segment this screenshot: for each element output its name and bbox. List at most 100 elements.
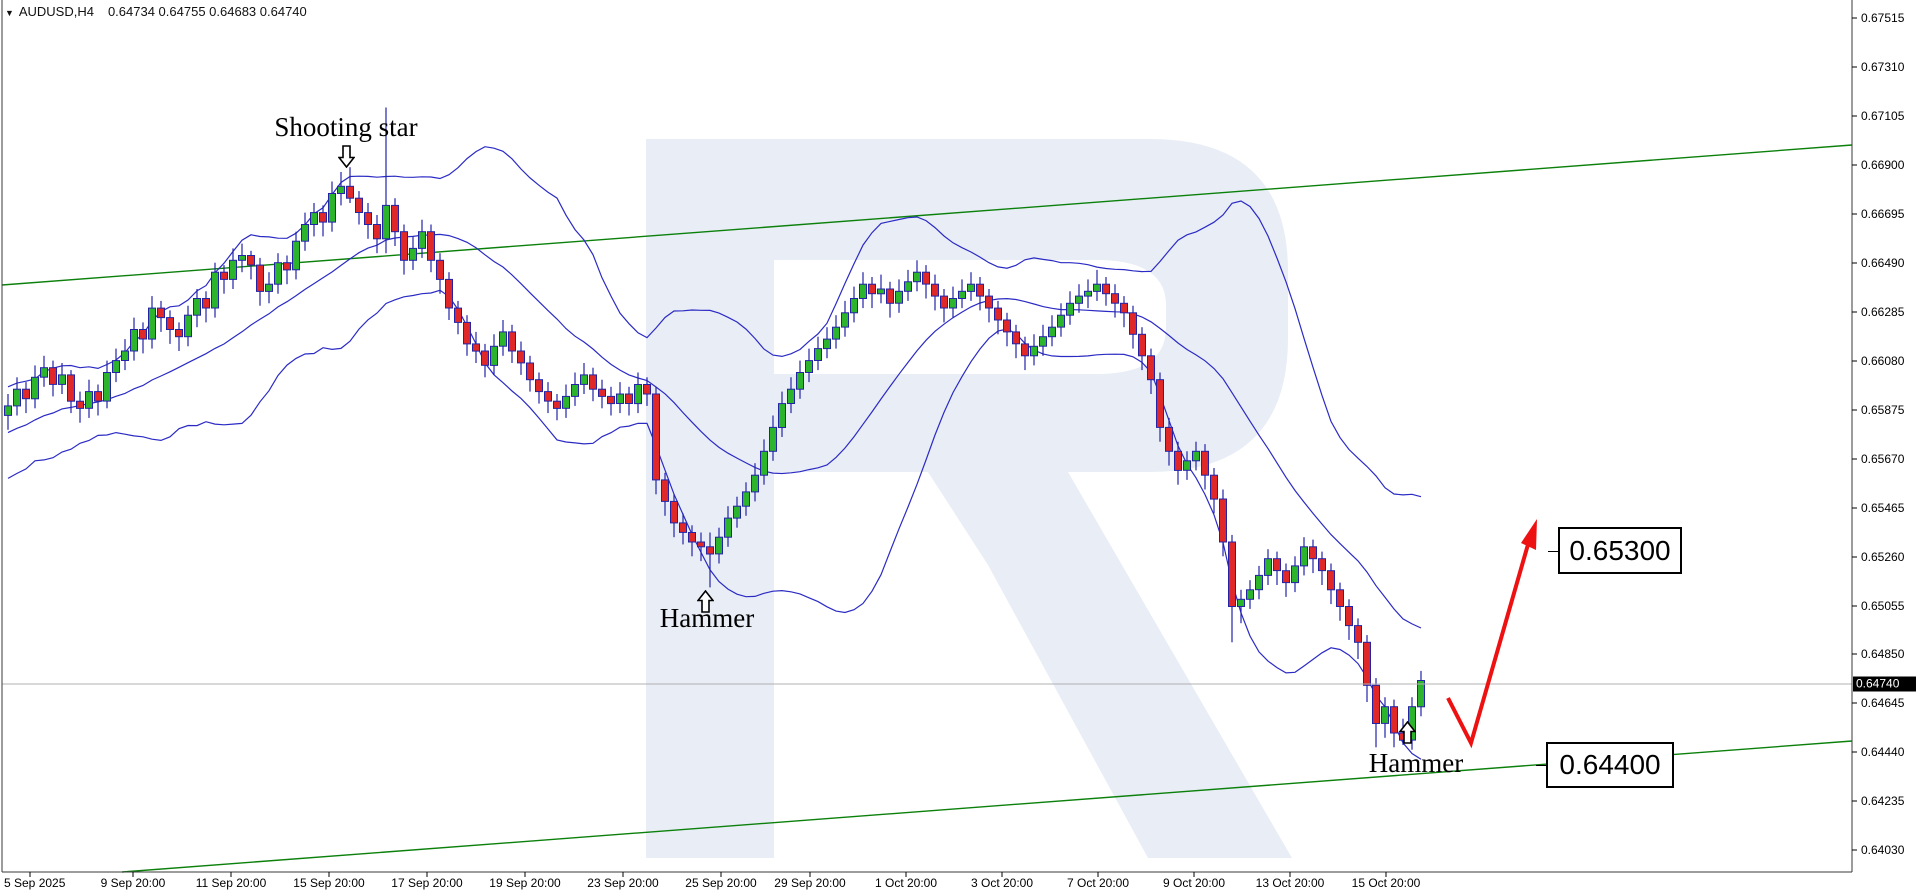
- candle-body-down: [670, 500, 678, 524]
- candle-body-down: [1102, 283, 1110, 295]
- candle-body-up: [121, 350, 129, 361]
- candle-body-down: [427, 231, 435, 261]
- candle-body-down: [202, 298, 210, 309]
- candle-body-down: [544, 391, 552, 402]
- candle-body-up: [409, 247, 417, 261]
- x-axis-label: 9 Sep 20:00: [100, 876, 166, 890]
- candle-body-down: [589, 374, 597, 390]
- watermark-letter-r: [646, 139, 1292, 858]
- y-axis-label: 0.66695: [1861, 207, 1905, 221]
- candle-body-up: [895, 290, 903, 304]
- candle-body-down: [76, 400, 84, 409]
- level-value: 0.64400: [1559, 749, 1661, 780]
- y-axis-label: 0.65055: [1861, 599, 1905, 613]
- y-axis-label: 0.66080: [1861, 354, 1905, 368]
- x-axis-label: 3 Oct 20:00: [970, 876, 1034, 890]
- candle-body-down: [391, 204, 399, 233]
- candle-body-down: [1147, 355, 1155, 381]
- candle-body-down: [643, 384, 651, 395]
- candle-body-down: [472, 343, 480, 352]
- candle-body-up: [1093, 283, 1101, 292]
- candle-body-down: [364, 212, 372, 226]
- candle-body-down: [139, 329, 147, 340]
- price-level-box-64400[interactable]: 0.64400: [1536, 742, 1674, 788]
- candle-body-up: [499, 331, 507, 347]
- candle-body-up: [805, 360, 813, 374]
- candle-body-down: [355, 197, 363, 213]
- candle-body-up: [787, 388, 795, 405]
- candle-body-down: [625, 393, 633, 404]
- candle-body-down: [1372, 684, 1380, 724]
- candle-body-up: [1300, 546, 1308, 567]
- candle-body-down: [400, 231, 408, 261]
- y-axis-label: 0.65875: [1861, 403, 1905, 417]
- red-projection-arrow[interactable]: [1446, 533, 1533, 749]
- red-arrow-head-icon: [1521, 519, 1537, 550]
- candle-body-up: [778, 403, 786, 429]
- bollinger-middle-band[interactable]: [7, 233, 1422, 629]
- hammer2-label[interactable]: Hammer: [1368, 748, 1464, 778]
- candle-body-down: [886, 288, 894, 304]
- candle-body-down: [508, 331, 516, 352]
- y-axis-label: 0.64645: [1861, 696, 1905, 710]
- candle-body-down: [283, 262, 291, 271]
- candle-body-up: [1381, 706, 1389, 724]
- candle-body-down: [166, 317, 174, 331]
- candle-body-up: [337, 185, 345, 195]
- candle-body-up: [13, 388, 21, 407]
- candle-body-down: [67, 374, 75, 402]
- candle-body-down: [1120, 302, 1128, 314]
- candle-body-up: [490, 345, 498, 366]
- candle-body-up: [949, 298, 957, 309]
- x-axis-label: 13 Oct 20:00: [1255, 876, 1325, 890]
- candle-body-down: [220, 271, 228, 280]
- candle-body-up: [193, 298, 201, 316]
- candle-body-down: [1174, 450, 1182, 471]
- candle-body-down: [1201, 450, 1209, 476]
- x-axis-label: 11 Sep 20:00: [195, 876, 267, 890]
- x-axis-label: 9 Oct 20:00: [1162, 876, 1226, 890]
- candle-body-down: [1327, 570, 1335, 591]
- candle-body-up: [1039, 336, 1047, 347]
- candle-body-down: [1138, 333, 1146, 357]
- candle-body-down: [1111, 293, 1119, 304]
- hammer1-up-arrow-icon[interactable]: [696, 589, 715, 613]
- candle-body-down: [1210, 474, 1218, 500]
- candle-body-up: [310, 212, 318, 226]
- bollinger-upper-band[interactable]: [7, 146, 1422, 498]
- y-axis-label: 0.65465: [1861, 501, 1905, 515]
- candle-body-down: [526, 362, 534, 381]
- x-axis-label: 15 Sep 20:00: [293, 876, 365, 890]
- candlestick-series: [4, 107, 1425, 750]
- hammer2-up-arrow-icon[interactable]: [1398, 720, 1417, 744]
- symbol-dropdown[interactable]: ▼ AUDUSD,H4: [5, 4, 94, 19]
- candle-body-up: [58, 374, 66, 385]
- shooting-star-label[interactable]: Shooting star: [274, 112, 418, 142]
- channel-trendline-upper[interactable]: [1, 144, 1853, 286]
- candle-body-up: [1030, 345, 1038, 357]
- candle-body-down: [94, 391, 102, 402]
- candle-body-down: [931, 283, 939, 297]
- candle-body-up: [1075, 295, 1083, 304]
- candle-body-up: [1048, 326, 1056, 338]
- symbol-timeframe-label: AUDUSD,H4: [18, 4, 94, 19]
- candle-body-up: [184, 314, 192, 338]
- candle-body-down: [922, 271, 930, 285]
- candle-body-down: [436, 259, 444, 280]
- candle-body-up: [301, 224, 309, 242]
- candle-body-up: [328, 193, 336, 223]
- candle-body-down: [688, 532, 696, 543]
- x-axis-label: 7 Oct 20:00: [1066, 876, 1130, 890]
- candle-body-down: [1273, 558, 1281, 572]
- x-axis-label: 29 Sep 20:00: [774, 876, 846, 890]
- candle-body-up: [1246, 589, 1254, 600]
- candle-body-up: [85, 391, 93, 409]
- price-level-box-65300[interactable]: 0.65300: [1548, 527, 1682, 574]
- candle-body-down: [661, 479, 669, 502]
- candle-body-down: [1363, 641, 1371, 686]
- candle-body-up: [1057, 314, 1065, 328]
- shooting-star-down-arrow-icon[interactable]: [337, 145, 356, 169]
- candle-body-up: [265, 283, 273, 292]
- level-connector-dash: [1548, 550, 1559, 552]
